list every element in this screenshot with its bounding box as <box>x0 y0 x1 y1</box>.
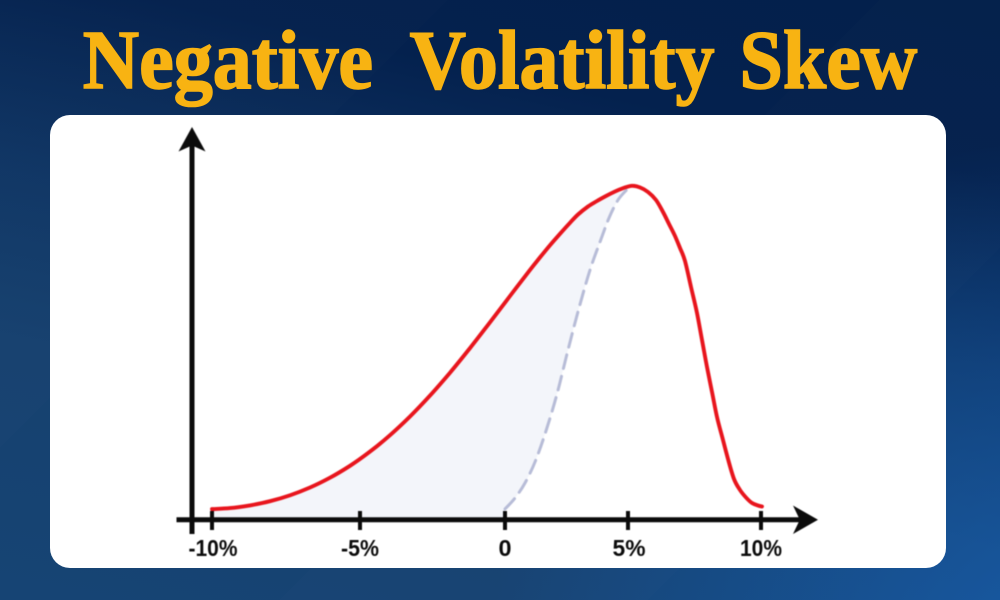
svg-text:-5%: -5% <box>341 535 379 561</box>
svg-text:0: 0 <box>499 535 512 561</box>
svg-text:5%: 5% <box>613 535 646 561</box>
svg-text:-10%: -10% <box>189 535 238 561</box>
svg-text:10%: 10% <box>740 535 782 561</box>
